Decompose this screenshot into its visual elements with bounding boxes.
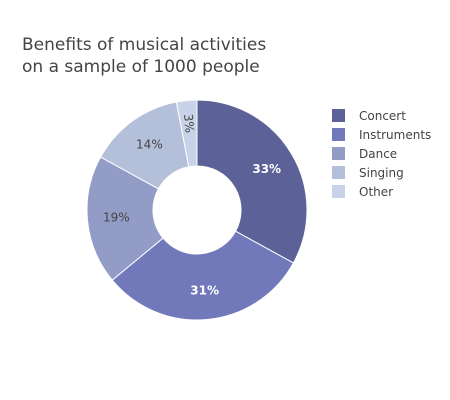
legend-label: Instruments	[359, 127, 432, 142]
legend-swatch	[332, 166, 345, 179]
legend-label: Other	[359, 184, 394, 199]
slice-label-instruments: 31%	[190, 284, 219, 298]
legend-swatch	[332, 147, 345, 160]
legend-swatch	[332, 185, 345, 198]
slice-label-dance: 19%	[103, 211, 130, 225]
chart-title: Benefits of musical activities on a samp…	[22, 34, 266, 78]
slice-label-other: 3%	[181, 113, 197, 133]
slice-other[interactable]	[175, 99, 198, 168]
legend-swatch	[332, 109, 345, 122]
slice-dance[interactable]	[86, 156, 164, 281]
slice-label-concert: 33%	[252, 162, 281, 176]
donut-slices	[86, 99, 308, 321]
legend-item-singing[interactable]: Singing	[332, 163, 431, 182]
legend-item-other[interactable]: Other	[332, 182, 431, 201]
chart-title-line-1: Benefits of musical activities	[22, 35, 267, 55]
legend-item-dance[interactable]: Dance	[332, 144, 431, 163]
legend: Concert Instruments Dance Singing Other	[332, 106, 431, 201]
slice-instruments[interactable]	[111, 230, 295, 321]
legend-item-concert[interactable]: Concert	[332, 106, 431, 125]
slice-label-singing: 14%	[136, 137, 163, 151]
legend-label: Concert	[359, 108, 406, 123]
slice-concert[interactable]	[196, 99, 308, 264]
chart-title-line-2: on a sample of 1000 people	[22, 57, 260, 77]
slice-labels: 33% 31% 19% 14% 3%	[103, 113, 281, 297]
legend-label: Dance	[359, 146, 398, 161]
legend-label: Singing	[359, 165, 404, 180]
legend-item-instruments[interactable]: Instruments	[332, 125, 431, 144]
legend-swatch	[332, 128, 345, 141]
